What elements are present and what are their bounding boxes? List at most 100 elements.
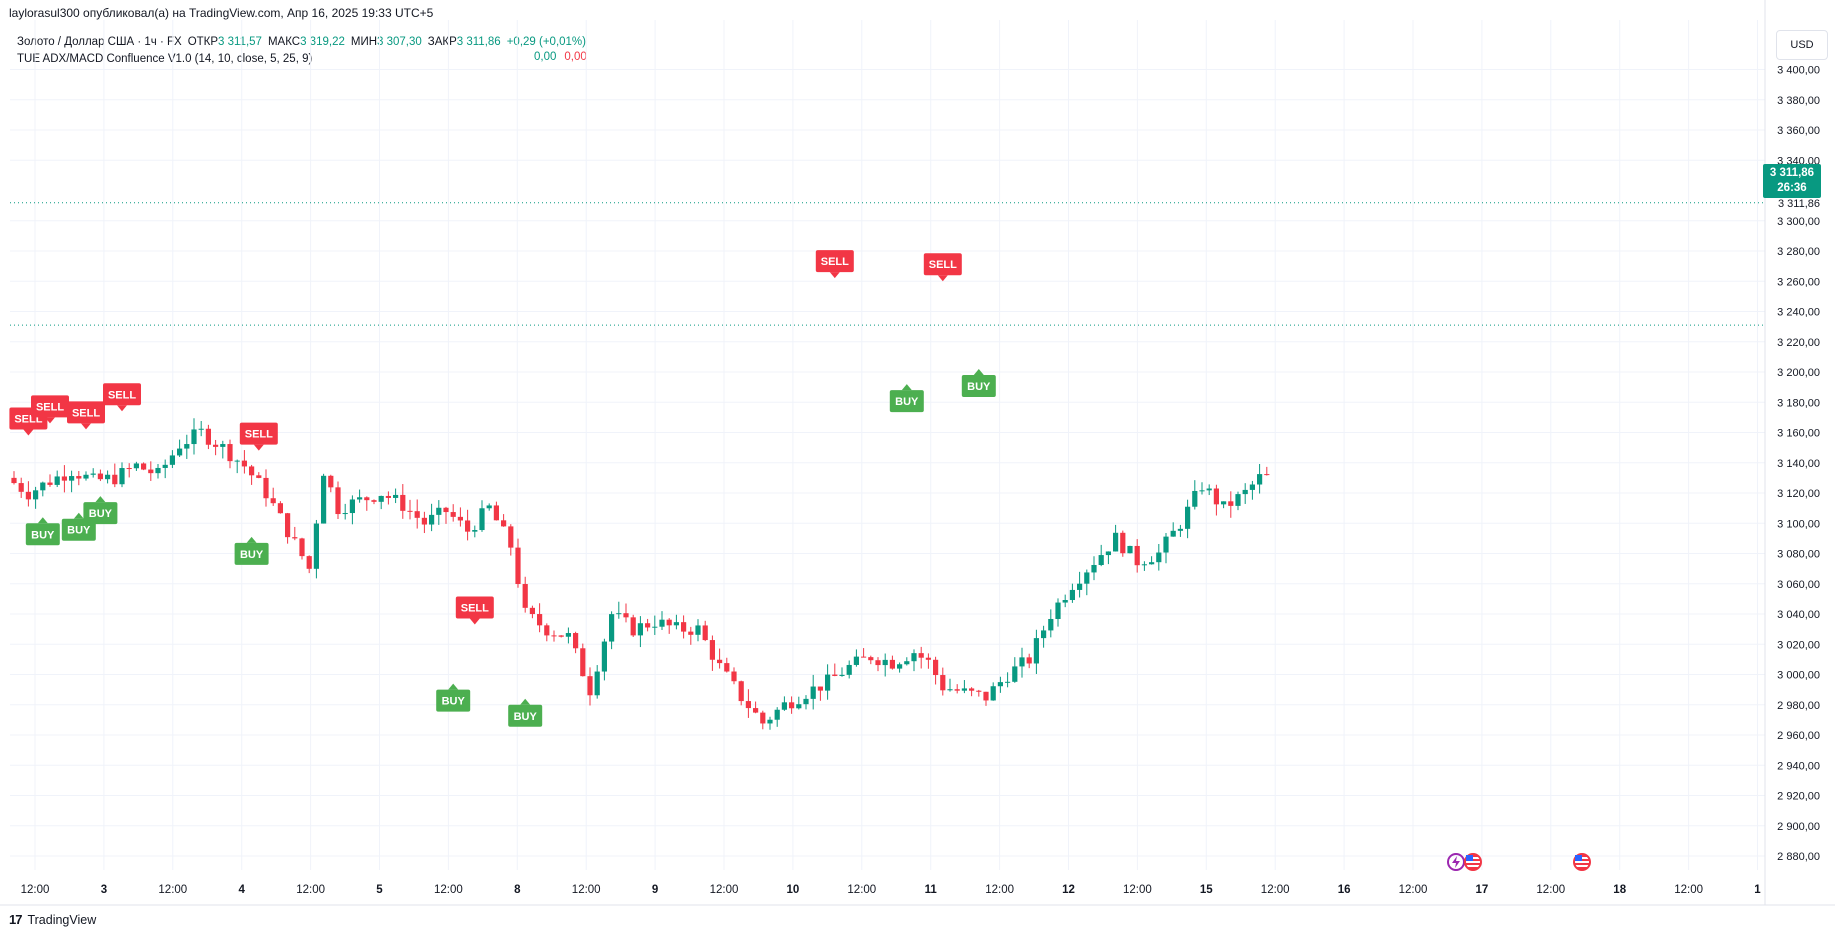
- candle-up[interactable]: [184, 444, 190, 449]
- candle-up[interactable]: [1084, 572, 1090, 584]
- candle-up[interactable]: [882, 659, 888, 666]
- candle-down[interactable]: [385, 495, 391, 498]
- candle-down[interactable]: [1026, 657, 1032, 664]
- sell-signal-label[interactable]: SELL: [103, 383, 141, 412]
- candle-up[interactable]: [393, 494, 399, 498]
- candle-down[interactable]: [306, 556, 312, 569]
- candle-up[interactable]: [774, 709, 780, 720]
- candle-down[interactable]: [918, 653, 924, 658]
- candle-down[interactable]: [47, 482, 53, 485]
- indicator-name[interactable]: TUE ADX/MACD Confluence V1.0 (14, 10, cl…: [17, 53, 313, 65]
- candle-up[interactable]: [1221, 501, 1227, 505]
- candle-down[interactable]: [270, 498, 276, 504]
- candle-down[interactable]: [522, 584, 528, 608]
- candle-up[interactable]: [997, 682, 1003, 687]
- candle-down[interactable]: [817, 686, 823, 691]
- candle-up[interactable]: [846, 664, 852, 675]
- candle-down[interactable]: [141, 463, 147, 470]
- candle-down[interactable]: [443, 507, 449, 513]
- candle-down[interactable]: [213, 444, 219, 447]
- candle-up[interactable]: [155, 467, 161, 474]
- candle-up[interactable]: [177, 448, 183, 456]
- sell-signal-label[interactable]: SELL: [815, 250, 854, 279]
- candle-up[interactable]: [1141, 564, 1147, 566]
- candle-down[interactable]: [933, 659, 939, 676]
- candle-down[interactable]: [976, 690, 982, 692]
- candle-up[interactable]: [911, 653, 917, 662]
- candle-down[interactable]: [1134, 545, 1140, 566]
- candle-up[interactable]: [961, 688, 967, 691]
- candle-down[interactable]: [645, 623, 651, 628]
- candle-up[interactable]: [169, 455, 175, 465]
- sell-signal-label[interactable]: SELL: [455, 596, 494, 625]
- candle-down[interactable]: [508, 526, 514, 548]
- candle-down[interactable]: [256, 475, 262, 478]
- candle-down[interactable]: [126, 468, 132, 470]
- symbol-label[interactable]: Золото / Доллар США · 1ч · FX: [17, 36, 182, 48]
- candle-up[interactable]: [839, 674, 845, 676]
- candle-up[interactable]: [1091, 564, 1097, 573]
- candle-up[interactable]: [1163, 536, 1169, 553]
- candle-up[interactable]: [1041, 630, 1047, 639]
- candle-up[interactable]: [1113, 532, 1119, 552]
- sell-signal-label[interactable]: SELL: [923, 253, 962, 282]
- buy-signal-label[interactable]: BUY: [508, 698, 543, 727]
- sell-signal-label[interactable]: SELL: [31, 395, 69, 424]
- candle-up[interactable]: [321, 475, 327, 524]
- candle-up[interactable]: [1105, 551, 1111, 556]
- candle-down[interactable]: [983, 691, 989, 701]
- candle-up[interactable]: [609, 614, 615, 642]
- candle-up[interactable]: [1033, 638, 1039, 664]
- candle-up[interactable]: [695, 625, 701, 635]
- buy-signal-label[interactable]: BUY: [436, 683, 471, 712]
- candle-up[interactable]: [119, 468, 125, 485]
- candle-up[interactable]: [133, 463, 139, 469]
- candle-up[interactable]: [83, 474, 89, 479]
- candle-down[interactable]: [263, 477, 269, 499]
- candle-up[interactable]: [601, 641, 607, 672]
- candle-up[interactable]: [349, 499, 355, 514]
- candle-up[interactable]: [1005, 681, 1011, 683]
- candle-down[interactable]: [328, 475, 334, 488]
- candle-down[interactable]: [580, 648, 586, 677]
- candle-down[interactable]: [25, 491, 31, 500]
- sell-signal-label[interactable]: SELL: [67, 401, 105, 430]
- candle-up[interactable]: [436, 507, 442, 515]
- buy-signal-label[interactable]: BUY: [234, 536, 269, 565]
- candle-up[interactable]: [1235, 494, 1241, 506]
- candle-down[interactable]: [11, 477, 17, 484]
- candle-up[interactable]: [342, 513, 348, 515]
- candle-up[interactable]: [1098, 555, 1104, 565]
- candle-down[interactable]: [954, 689, 960, 691]
- candle-down[interactable]: [1228, 501, 1234, 506]
- candle-up[interactable]: [637, 623, 643, 636]
- candle-down[interactable]: [292, 537, 298, 539]
- candle-up[interactable]: [313, 523, 319, 569]
- candle-up[interactable]: [1077, 583, 1083, 590]
- lightning-event-icon[interactable]: [1447, 853, 1465, 871]
- candle-up[interactable]: [198, 428, 204, 430]
- candle-down[interactable]: [1213, 488, 1219, 505]
- candle-up[interactable]: [1069, 589, 1075, 601]
- candle-up[interactable]: [1185, 506, 1191, 529]
- buy-signal-label[interactable]: BUY: [961, 369, 996, 398]
- candle-down[interactable]: [868, 657, 874, 661]
- buy-signal-label[interactable]: BUY: [61, 512, 96, 541]
- candle-up[interactable]: [1170, 530, 1176, 537]
- candle-down[interactable]: [450, 512, 456, 517]
- candle-down[interactable]: [861, 656, 867, 658]
- candle-down[interactable]: [832, 674, 838, 676]
- candle-down[interactable]: [573, 633, 579, 649]
- candle-up[interactable]: [40, 482, 46, 491]
- candle-up[interactable]: [1249, 484, 1255, 490]
- candle-down[interactable]: [889, 659, 895, 669]
- candle-up[interactable]: [1206, 488, 1212, 491]
- candle-up[interactable]: [357, 497, 363, 500]
- candle-up[interactable]: [1257, 474, 1263, 485]
- candle-down[interactable]: [407, 510, 413, 512]
- candle-down[interactable]: [299, 538, 305, 557]
- candle-down[interactable]: [18, 483, 24, 492]
- candle-down[interactable]: [61, 476, 67, 481]
- candle-up[interactable]: [479, 508, 485, 531]
